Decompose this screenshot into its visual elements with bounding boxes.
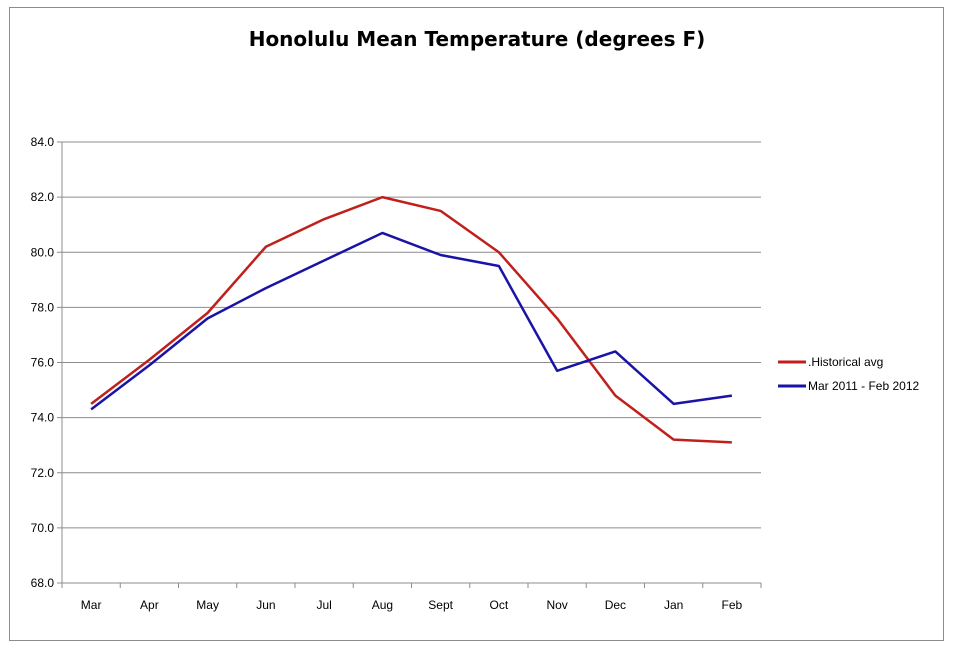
y-tick-label: 84.0 bbox=[31, 135, 55, 149]
gridlines bbox=[62, 141, 761, 584]
y-tick-label: 76.0 bbox=[31, 356, 55, 370]
series-line-mar-2011-feb-2012 bbox=[90, 231, 733, 411]
x-tick-label: Oct bbox=[490, 598, 509, 612]
chart-title: Honolulu Mean Temperature (degrees F) bbox=[248, 27, 706, 51]
y-tick-label: 68.0 bbox=[31, 576, 55, 590]
x-tick-label: Mar bbox=[81, 598, 102, 612]
x-tick-label: Jul bbox=[316, 598, 331, 612]
x-tick-label: Apr bbox=[140, 598, 159, 612]
y-tick-label: 70.0 bbox=[31, 521, 55, 535]
x-tick-label: Aug bbox=[372, 598, 393, 612]
x-tick-label: Jun bbox=[256, 598, 275, 612]
x-tick-label: Feb bbox=[722, 598, 743, 612]
x-tick-label: May bbox=[196, 598, 219, 612]
y-tick-label: 78.0 bbox=[31, 300, 55, 314]
legend-label: Mar 2011 - Feb 2012 bbox=[808, 379, 920, 393]
x-tick-label: Jan bbox=[664, 598, 683, 612]
x-tick-label: Dec bbox=[605, 598, 626, 612]
y-tick-label: 82.0 bbox=[31, 190, 55, 204]
y-tick-label: 72.0 bbox=[31, 466, 55, 480]
y-tick-label: 80.0 bbox=[31, 245, 55, 259]
legend: .Historical avg Mar 2011 - Feb 2012 bbox=[778, 355, 920, 393]
axes: 68.0 70.0 72.0 74.0 76.0 78.0 80.0 82.0 84.0 Mar A… bbox=[31, 135, 762, 612]
x-tick-label: Nov bbox=[546, 598, 567, 612]
x-tick-label: Sept bbox=[428, 598, 453, 612]
series-line-historical-avg bbox=[90, 195, 732, 444]
y-tick-label: 74.0 bbox=[31, 411, 55, 425]
legend-label: .Historical avg bbox=[808, 355, 883, 369]
chart-frame bbox=[9, 7, 944, 641]
series-lines bbox=[90, 195, 733, 444]
